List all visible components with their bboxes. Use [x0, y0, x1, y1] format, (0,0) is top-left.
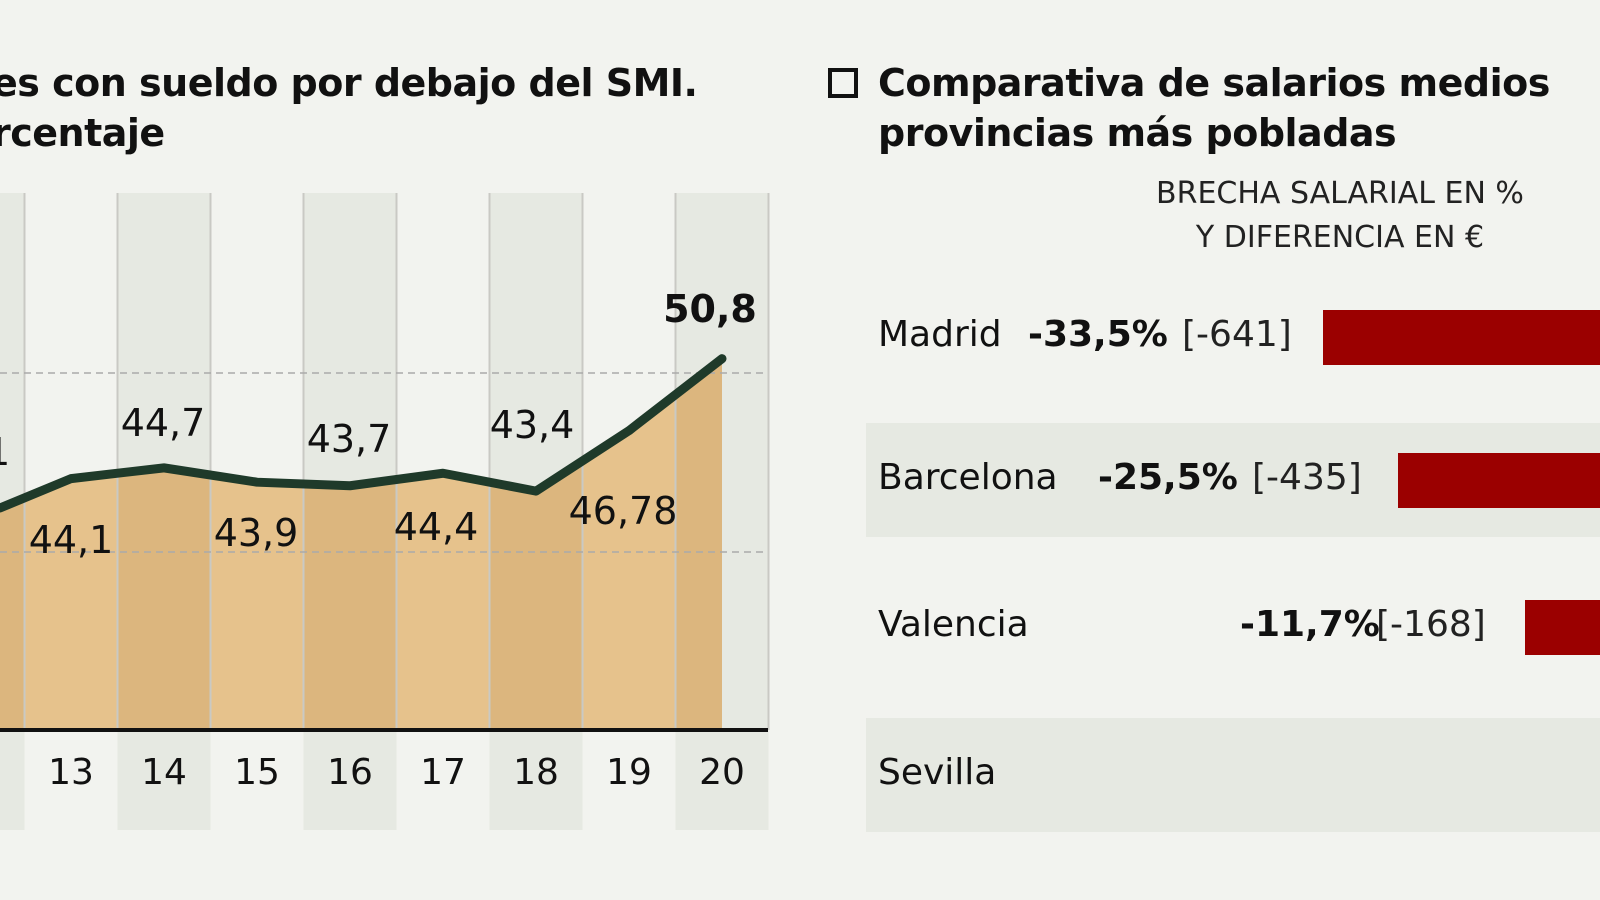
- percent-label: -11,7%: [1240, 604, 1380, 645]
- percent-label: -33,5%: [1028, 314, 1168, 355]
- data-label: 44,7: [121, 401, 206, 445]
- bar-row-barcelona: Barcelona -25,5% [-435]: [866, 423, 1600, 537]
- area-shade: [675, 358, 722, 730]
- x-tick-label: 18: [513, 752, 559, 793]
- x-tick-label: 19: [606, 752, 652, 793]
- title-line: es con sueldo por debajo del SMI.: [0, 61, 698, 105]
- percent-label: -25,5%: [1098, 457, 1238, 498]
- bar-chart-subtitle: BRECHA SALARIAL EN % Y DIFERENCIA EN €: [1080, 172, 1600, 260]
- title-line: Comparativa de salarios medios: [878, 61, 1550, 105]
- bar: [1525, 600, 1600, 655]
- bar-row-madrid: Madrid -33,5% [-641]: [866, 280, 1600, 394]
- x-tick-label: 16: [327, 752, 373, 793]
- data-label: 46,78: [569, 489, 678, 533]
- data-label: 43,4: [490, 403, 575, 447]
- line-chart: 1 44,1 44,7 43,9 43,744,4 43,4 46,78 50,8 13 14 15…: [0, 193, 770, 830]
- city-label: Madrid: [878, 314, 1002, 355]
- square-bullet-icon: [828, 68, 858, 98]
- diff-label: [-435]: [1252, 457, 1362, 498]
- bar-row-valencia: Valencia -11,7% [-168]: [866, 570, 1600, 684]
- x-tick-label: 15: [234, 752, 280, 793]
- data-label: 43,9: [214, 511, 299, 555]
- left-chart-title: es con sueldo por debajo del SMI. rcenta…: [0, 58, 698, 158]
- bar: [1323, 310, 1600, 365]
- series-line: [0, 354, 727, 513]
- x-tick-label: 17: [420, 752, 466, 793]
- x-tick-label: 14: [141, 752, 187, 793]
- city-label: Sevilla: [878, 752, 997, 793]
- bar-row-sevilla: Sevilla: [866, 718, 1600, 832]
- right-chart-title: Comparativa de salarios medios provincia…: [878, 58, 1550, 158]
- bar: [1398, 453, 1600, 508]
- diff-label: [-641]: [1182, 314, 1292, 355]
- title-line: provincias más pobladas: [878, 111, 1397, 155]
- title-line: rcentaje: [0, 111, 165, 155]
- subtitle-line: Y DIFERENCIA EN €: [1195, 220, 1485, 255]
- city-label: Valencia: [878, 604, 1029, 645]
- data-label: 50,8: [663, 287, 757, 331]
- city-label: Barcelona: [878, 457, 1058, 498]
- data-label: 44,1: [29, 518, 114, 562]
- subtitle-line: BRECHA SALARIAL EN %: [1156, 176, 1524, 211]
- data-label: 44,4: [394, 505, 479, 549]
- data-label: 1: [0, 430, 10, 474]
- x-tick-label: 13: [48, 752, 94, 793]
- data-label: 43,7: [307, 417, 392, 461]
- x-tick-label: 20: [699, 752, 745, 793]
- diff-label: [-168]: [1376, 604, 1486, 645]
